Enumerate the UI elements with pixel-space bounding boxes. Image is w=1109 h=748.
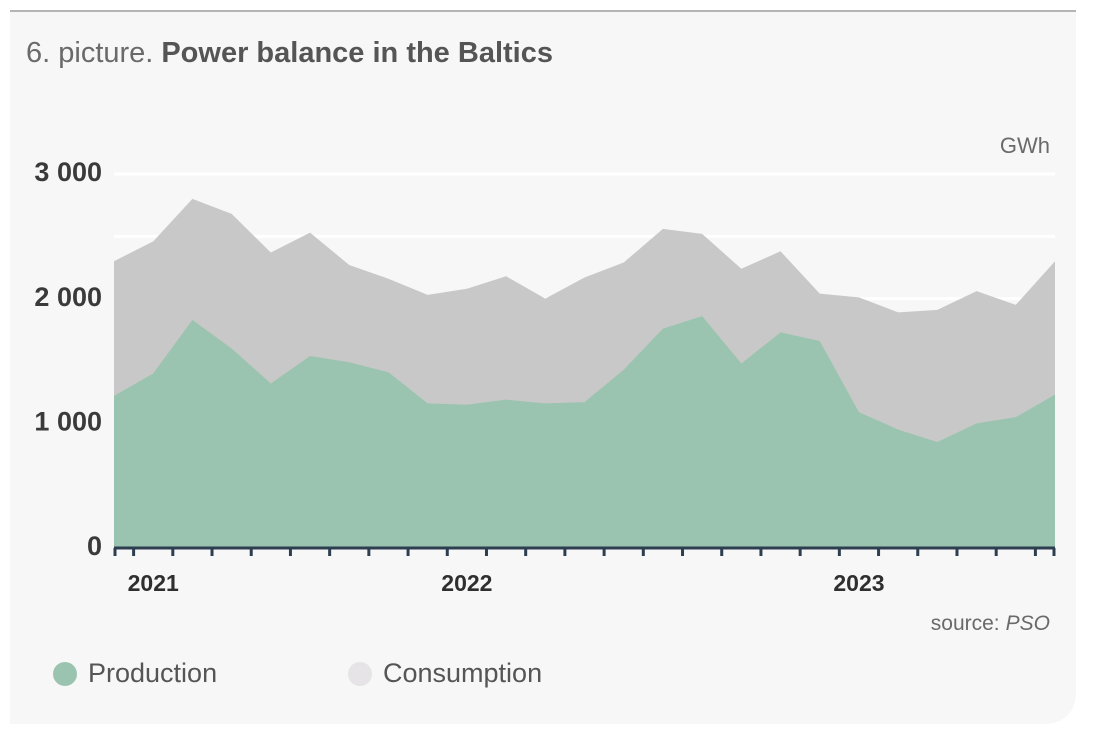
legend-swatch: [53, 662, 77, 686]
legend-label: Production: [88, 658, 217, 688]
source-name: PSO: [1006, 612, 1050, 635]
y-tick-label: 2 000: [34, 282, 102, 312]
x-tick-label: 2023: [833, 570, 884, 596]
legend-label: Consumption: [383, 658, 542, 688]
y-tick-label: 0: [87, 531, 102, 561]
title-main: Power balance in the Baltics: [161, 37, 553, 69]
unit-label: GWh: [1000, 133, 1050, 158]
x-tick-label: 2022: [441, 570, 492, 596]
title-prefix: 6. picture.: [26, 37, 153, 69]
source: source: PSO: [931, 612, 1050, 635]
y-tick-label: 3 000: [34, 157, 102, 187]
chart-title: 6. picture. Power balance in the Baltics: [26, 37, 553, 69]
x-tick-label: 2021: [128, 570, 179, 596]
legend-swatch: [348, 662, 372, 686]
area: [114, 316, 1055, 548]
source-prefix: source:: [931, 612, 1000, 635]
y-tick-label: 1 000: [34, 406, 102, 436]
